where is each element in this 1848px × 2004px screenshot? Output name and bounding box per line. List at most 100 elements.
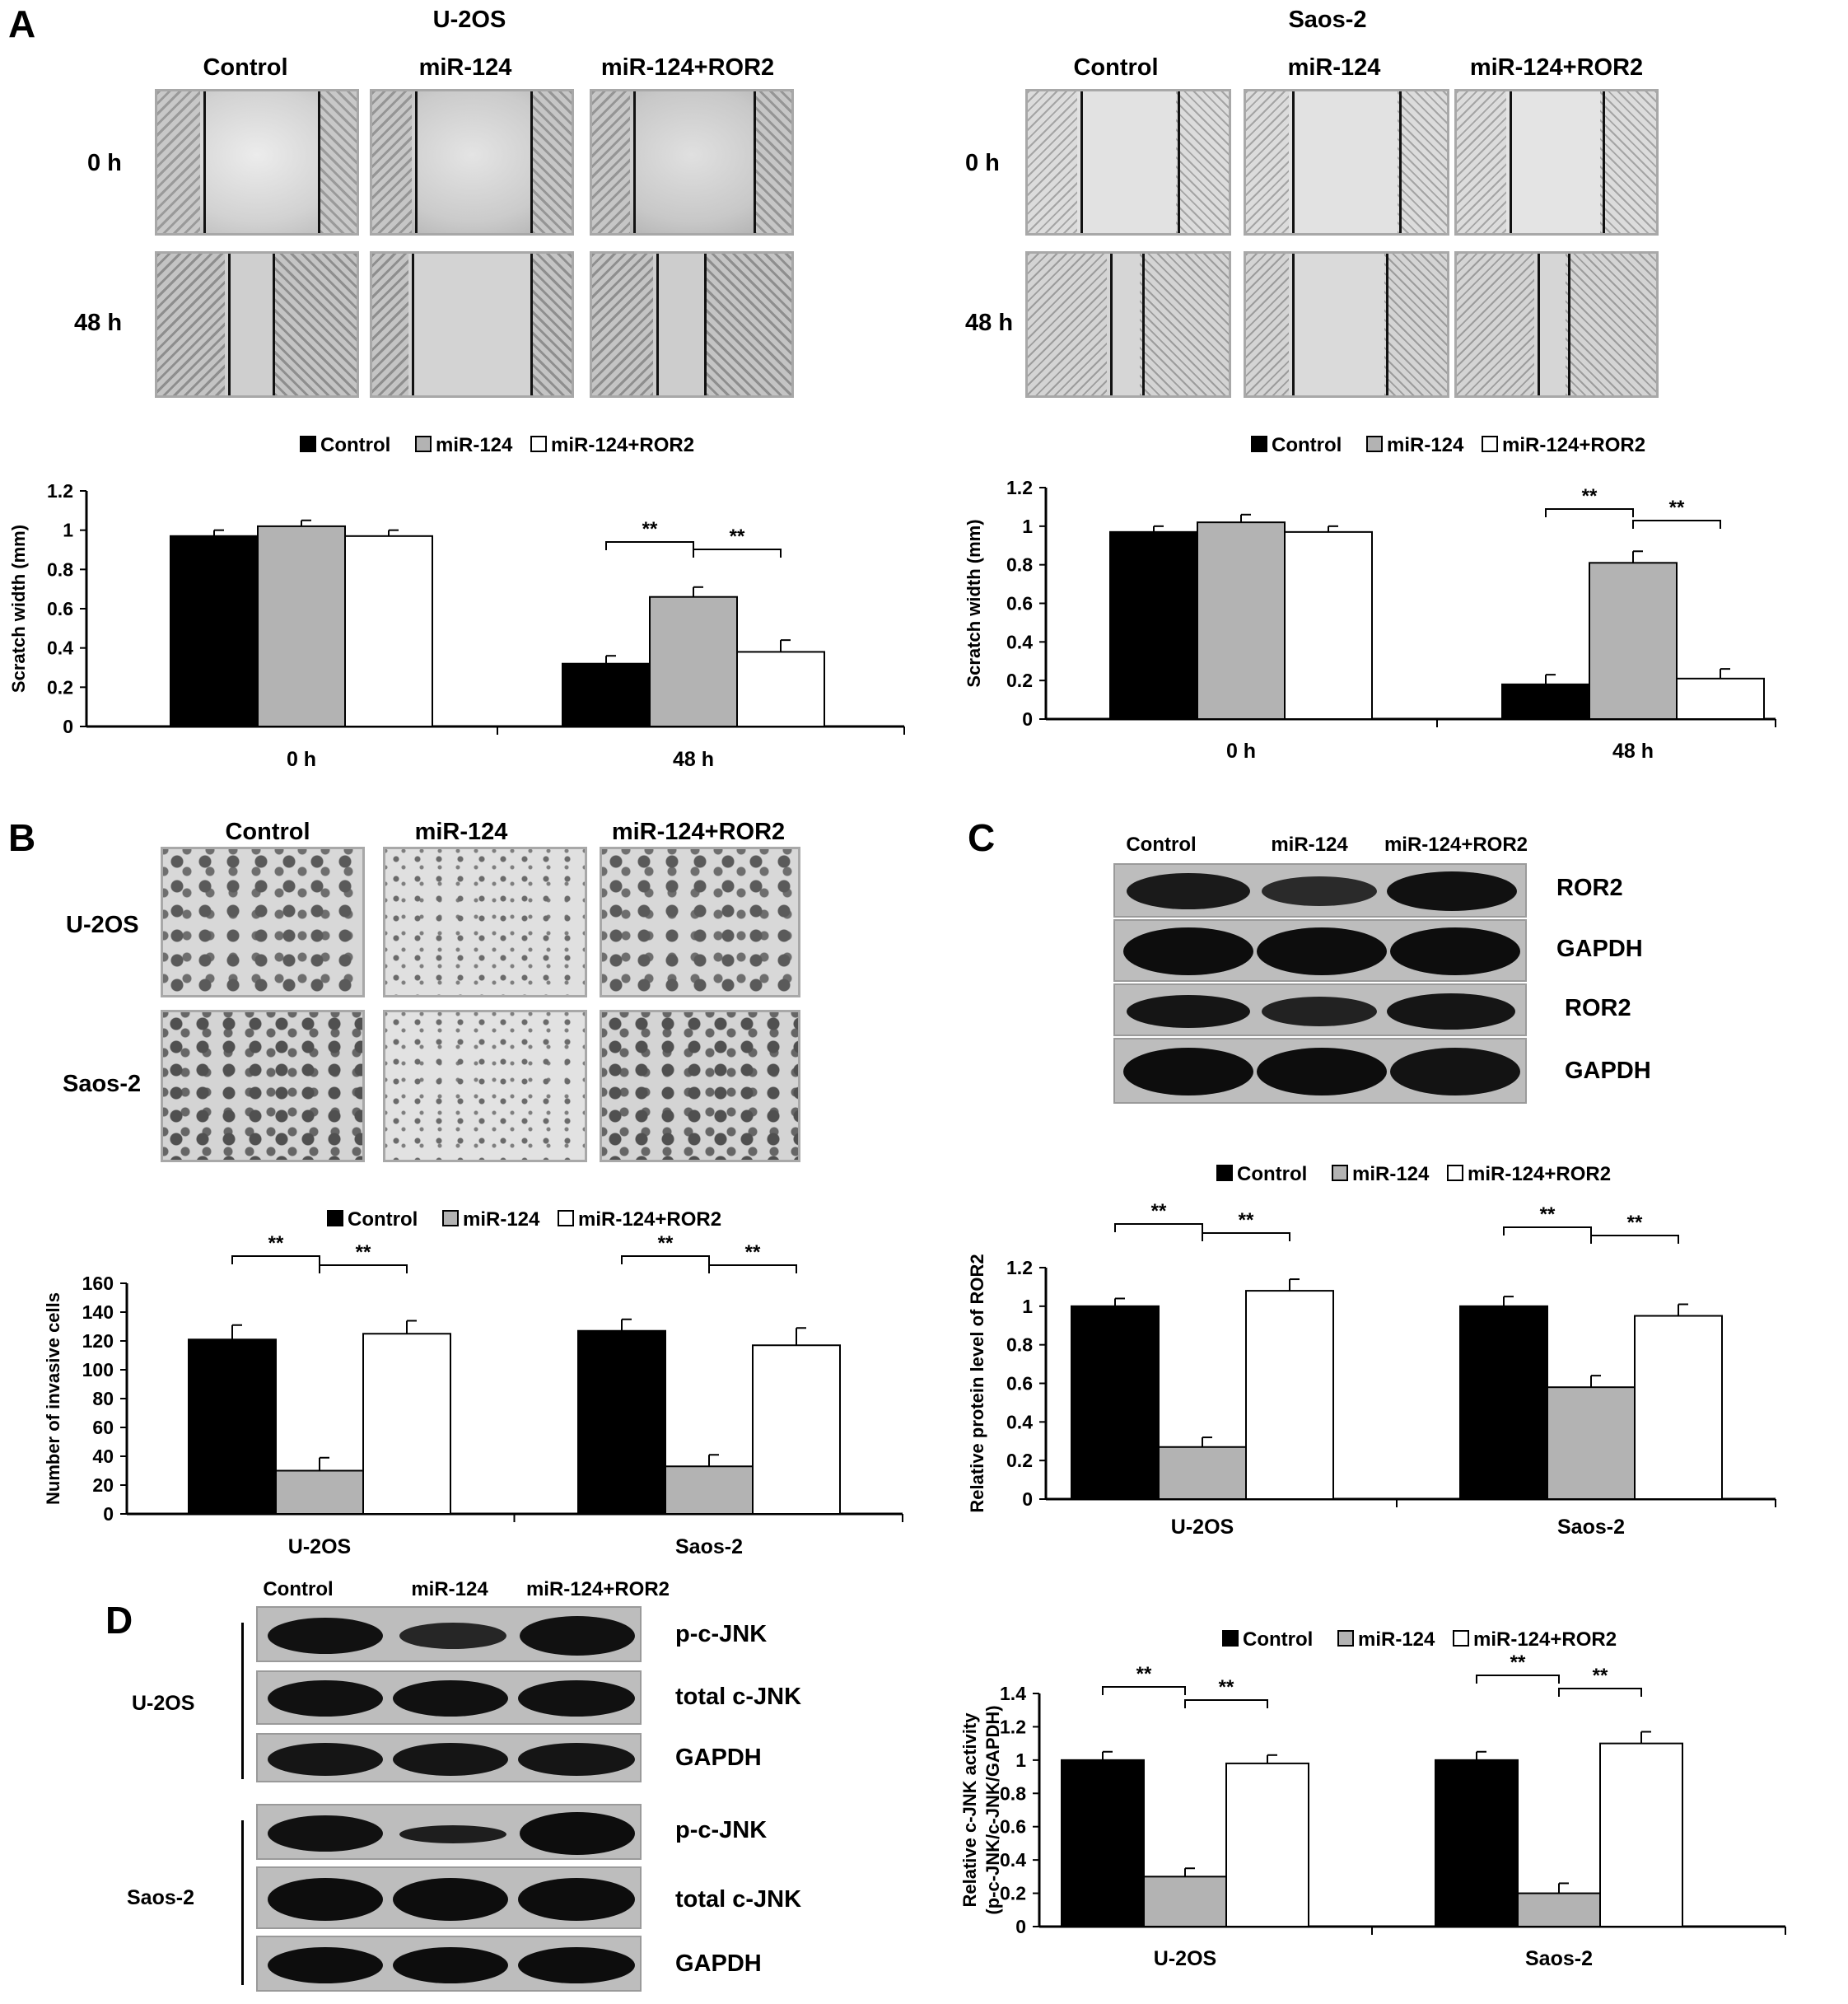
bar [562, 662, 651, 728]
d-col-mir124-ror2: miR-124+ROR2 [525, 1578, 670, 1600]
chart-b: 0 20 40 60 80 100 120 140 160 Number of invasive … [43, 1208, 903, 1558]
y-tick-label: 1.2 [1006, 477, 1033, 498]
bar [1225, 1762, 1309, 1927]
blot-d-gapdh-u2os [256, 1733, 642, 1782]
bar [1071, 1305, 1160, 1501]
y-tick-label: 0.4 [1006, 1411, 1033, 1432]
blot-d-gapdh-saos2 [256, 1936, 642, 1992]
y-tick-label: 100 [82, 1359, 114, 1380]
bar [170, 535, 259, 727]
bar [1158, 1446, 1247, 1501]
a-u2os-col-control: Control [203, 54, 288, 81]
d-group-saos2: Saos-2 [127, 1886, 194, 1909]
panel-label-d: D [105, 1599, 133, 1642]
x-category-label: 48 h [673, 748, 714, 771]
bar [1547, 1386, 1636, 1501]
bar [275, 1469, 364, 1515]
legend-swatch [327, 1210, 343, 1226]
a-u2os-col-mir124: miR-124 [418, 54, 512, 81]
legend-swatch [1447, 1165, 1463, 1181]
c-band-ror2-2: ROR2 [1565, 995, 1631, 1021]
d-bracket-u2os [241, 1623, 244, 1779]
bar [1676, 677, 1765, 721]
d-col-control: Control [263, 1578, 334, 1600]
c-band-gapdh-1: GAPDH [1556, 936, 1643, 962]
chart-a-saos2: 0 0.2 0.4 0.6 0.8 1 1.2 Scratch width (mm) 0 h 48… [964, 434, 1776, 763]
d-col-mir124: miR-124 [411, 1578, 488, 1600]
legend-swatch [530, 436, 547, 452]
y-tick-label: 0.2 [1000, 1883, 1026, 1904]
legend-swatch [415, 436, 432, 452]
bar [1109, 530, 1198, 720]
legend-label: miR-124 [436, 434, 513, 456]
significance-bracket [1102, 1686, 1186, 1695]
legend-label: miR-124+ROR2 [1502, 434, 1645, 456]
y-axis-label: Scratch width (mm) [8, 525, 29, 693]
significance-bracket [1476, 1675, 1560, 1684]
x-category-label: U-2OS [1154, 1947, 1216, 1970]
saos2-title: Saos-2 [1288, 7, 1367, 33]
legend-label: miR-124+ROR2 [578, 1208, 721, 1231]
y-axis-label: Relative protein level of ROR2 [967, 1254, 987, 1512]
blot-d-pjnk-saos2 [256, 1804, 642, 1860]
y-tick-label: 1.2 [47, 480, 73, 502]
invasion-image-saos2-control [161, 1010, 365, 1162]
legend-swatch [1216, 1165, 1233, 1181]
significance-label: ** [1510, 1651, 1526, 1674]
y-axis-label: Scratch width (mm) [964, 519, 984, 687]
x-category-label: U-2OS [288, 1535, 351, 1558]
significance-bracket [1558, 1688, 1642, 1697]
significance-bracket [693, 549, 782, 558]
y-tick-label: 0 [1022, 708, 1033, 730]
y-tick-label: 0 [1015, 1916, 1026, 1937]
legend-label: miR-124+ROR2 [1468, 1163, 1611, 1185]
y-tick-label: 0.4 [1006, 631, 1033, 652]
y-tick-label: 1.2 [1000, 1716, 1026, 1737]
significance-label: ** [1540, 1203, 1556, 1226]
legend-swatch [442, 1210, 459, 1226]
y-tick-label: 0.8 [47, 558, 73, 580]
significance-bracket [1590, 1235, 1679, 1244]
scratch-image-u2os-mir124-ror2-0h [590, 89, 794, 236]
blot-d-totaljnk-saos2 [256, 1866, 642, 1929]
d-band-totaljnk-2: total c-JNK [675, 1886, 802, 1913]
y-tick-label: 160 [82, 1273, 114, 1294]
legend-label: Control [348, 1208, 418, 1231]
legend-label: Control [320, 434, 390, 456]
significance-label: ** [268, 1232, 284, 1254]
a-saos2-row-48h: 48 h [965, 310, 1014, 336]
y-tick-label: 1 [1015, 1749, 1026, 1771]
legend-label: miR-124+ROR2 [1473, 1628, 1617, 1651]
scratch-image-u2os-control-48h [155, 251, 359, 398]
x-category-label: 0 h [287, 748, 316, 771]
y-tick-label: 0.8 [1006, 554, 1033, 576]
significance-label: ** [356, 1241, 371, 1264]
legend-label: Control [1237, 1163, 1307, 1185]
y-tick-label: 0 [1022, 1488, 1033, 1510]
scratch-image-u2os-mir124-48h [370, 251, 574, 398]
bar [649, 596, 738, 728]
y-tick-label: 80 [92, 1388, 114, 1409]
bar [736, 651, 825, 728]
bar [344, 535, 433, 727]
bar [1459, 1305, 1548, 1501]
a-u2os-col-mir124-ror2: miR-124+ROR2 [600, 54, 775, 81]
invasion-image-u2os-mir124 [383, 847, 587, 997]
blot-c-gapdh-saos2 [1113, 1038, 1527, 1104]
scratch-image-saos2-control-48h [1025, 251, 1231, 398]
y-tick-label: 120 [82, 1330, 114, 1352]
significance-label: ** [730, 526, 745, 548]
y-tick-label: 60 [92, 1417, 114, 1438]
legend-label: miR-124+ROR2 [551, 434, 694, 456]
y-tick-label: 20 [92, 1474, 114, 1496]
c-band-gapdh-2: GAPDH [1565, 1058, 1651, 1084]
invasion-image-saos2-mir124 [383, 1010, 587, 1162]
significance-bracket [1202, 1232, 1290, 1241]
legend-label: miR-124 [463, 1208, 540, 1231]
legend-swatch [1222, 1630, 1239, 1647]
a-saos2-col-control: Control [1073, 54, 1159, 81]
significance-bracket [319, 1264, 408, 1273]
chart-d: 0 0.2 0.4 0.6 0.8 1 1.2 1.4 Relative c-JNK activ… [959, 1628, 1786, 1970]
y-tick-label: 0.2 [47, 676, 73, 698]
significance-label: ** [1219, 1676, 1234, 1698]
